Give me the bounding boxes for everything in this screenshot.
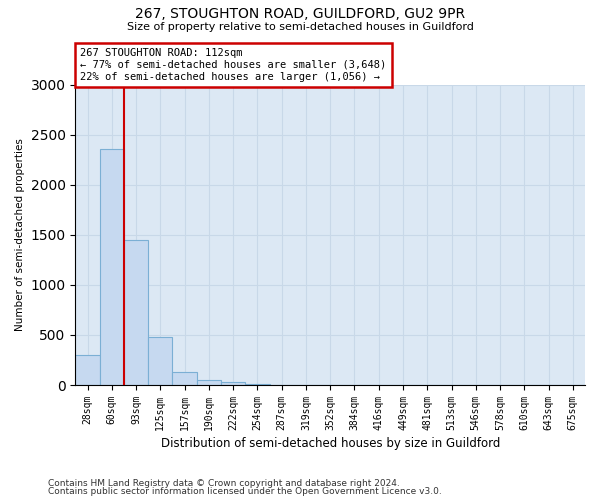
Text: 267 STOUGHTON ROAD: 112sqm
← 77% of semi-detached houses are smaller (3,648)
22%: 267 STOUGHTON ROAD: 112sqm ← 77% of semi… <box>80 48 386 82</box>
Bar <box>100 148 124 385</box>
Text: 267, STOUGHTON ROAD, GUILDFORD, GU2 9PR: 267, STOUGHTON ROAD, GUILDFORD, GU2 9PR <box>135 8 465 22</box>
Bar <box>172 372 197 385</box>
Text: Size of property relative to semi-detached houses in Guildford: Size of property relative to semi-detach… <box>127 22 473 32</box>
Text: Contains HM Land Registry data © Crown copyright and database right 2024.: Contains HM Land Registry data © Crown c… <box>48 478 400 488</box>
Bar <box>76 355 100 385</box>
Bar <box>197 380 221 385</box>
Text: Contains public sector information licensed under the Open Government Licence v3: Contains public sector information licen… <box>48 487 442 496</box>
Bar <box>124 240 148 385</box>
Bar <box>148 337 172 385</box>
X-axis label: Distribution of semi-detached houses by size in Guildford: Distribution of semi-detached houses by … <box>161 437 500 450</box>
Bar <box>245 384 269 385</box>
Bar <box>221 382 245 385</box>
Y-axis label: Number of semi-detached properties: Number of semi-detached properties <box>15 138 25 332</box>
